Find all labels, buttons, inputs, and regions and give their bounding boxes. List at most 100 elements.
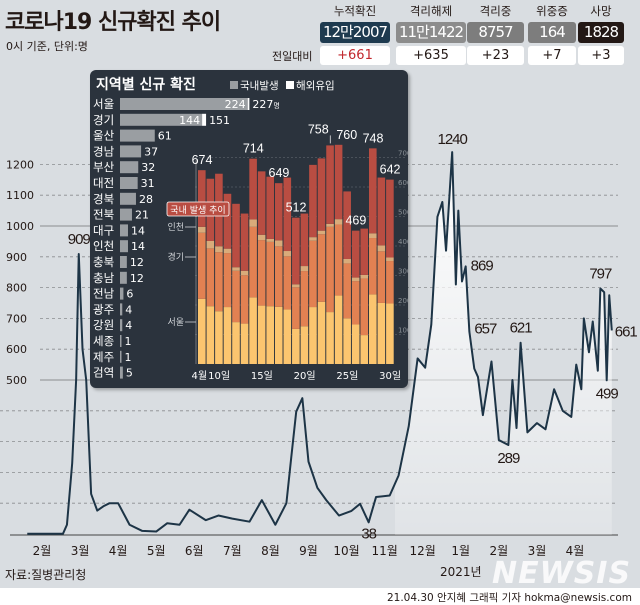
trend-badge	[166, 201, 230, 217]
x-tick-label: 3월	[528, 544, 547, 558]
region-bar-domestic	[120, 287, 124, 300]
region-name: 인천	[93, 239, 114, 253]
newsis-logo: NEWSIS	[492, 556, 632, 591]
region-value: 6	[126, 288, 133, 301]
annotation-label: 38	[361, 525, 376, 542]
bar-gyeonggi	[266, 241, 274, 307]
regional-inset-panel: 지역별 신규 확진 국내발생 해외유입 서울 224 227명 경기 144 151 울산 61 경남…	[90, 70, 408, 388]
region-value: 12	[130, 272, 144, 285]
inset-bar-label: 469	[345, 214, 366, 228]
bar-others	[198, 170, 206, 227]
bar-seoul	[317, 301, 326, 364]
region-bar-domestic	[120, 161, 139, 174]
region-name: 충남	[93, 271, 115, 285]
series-leader-label: 서울	[167, 317, 184, 328]
region-value: 14	[131, 224, 145, 237]
bar-others	[377, 177, 386, 246]
bar-gyeonggi	[232, 270, 240, 323]
stat-label: 위중증	[536, 4, 568, 18]
inset-x-tick: 15일	[251, 370, 273, 382]
bar-seoul	[266, 306, 274, 364]
bar-others	[386, 179, 394, 258]
y-tick-label: 500	[6, 374, 27, 387]
bar-others	[266, 176, 274, 239]
bar-gyeonggi	[274, 246, 283, 307]
subtitle: 0시 기준, 단위:명	[6, 40, 88, 53]
stat-label: 격리중	[479, 4, 512, 18]
region-name: 전남	[93, 287, 115, 301]
bar-seoul	[369, 294, 377, 364]
bar-others	[369, 148, 377, 234]
bar-gyeonggi	[309, 240, 317, 308]
bar-incheon	[249, 219, 257, 227]
bar-seoul	[377, 302, 386, 364]
unit-label: 명	[273, 101, 279, 110]
region-value: 21	[135, 209, 149, 222]
legend-swatch-domestic	[230, 81, 238, 89]
region-bar-domestic	[120, 145, 142, 158]
annotation-label: 909	[68, 231, 91, 248]
inset-bar-label: 714	[243, 142, 264, 156]
region-bar-domestic	[120, 98, 248, 110]
stat-diff: +23	[467, 46, 524, 65]
bar-seoul	[351, 324, 360, 364]
bar-seoul	[386, 303, 394, 364]
y-tick-label: 1200	[6, 158, 34, 171]
inset-y-tick: 400	[398, 238, 408, 246]
bar-others	[257, 171, 266, 235]
stat-value: 1828	[578, 22, 624, 43]
bar-others	[317, 158, 326, 231]
region-bar-domestic	[120, 350, 122, 363]
bar-others	[223, 193, 232, 249]
inset-y-tick: 300	[398, 268, 408, 276]
annotation-label: 869	[471, 257, 494, 274]
y-tick-label: 800	[6, 282, 27, 295]
bar-others	[351, 230, 360, 278]
bar-seoul	[309, 307, 317, 364]
bar-gyeonggi	[292, 287, 300, 329]
bar-seoul	[300, 326, 309, 364]
region-value: 4	[125, 319, 132, 332]
region-total-value: 151	[209, 114, 230, 127]
trend-badge-label: 국내 발생 추이	[170, 205, 225, 216]
bar-seoul	[360, 335, 369, 364]
region-bar-imported	[202, 113, 207, 126]
x-tick-label: 6월	[185, 544, 204, 558]
bar-incheon	[292, 284, 300, 288]
bar-others	[232, 203, 240, 268]
inset-x-prefix: 4월	[192, 370, 208, 382]
inset-x-tick: 20일	[294, 370, 316, 382]
bar-incheon	[360, 274, 369, 279]
region-value: 14	[131, 240, 145, 253]
stat-value: 164	[528, 22, 576, 43]
region-bar-domestic	[120, 129, 155, 142]
bar-gyeonggi	[249, 226, 257, 298]
stat-diff: +635	[396, 46, 466, 65]
bar-seoul	[249, 297, 257, 364]
bar-incheon	[283, 251, 292, 257]
x-tick-label: 2월	[33, 544, 52, 558]
bar-gyeonggi	[360, 278, 369, 336]
stat-diff: +661	[320, 46, 390, 65]
bar-incheon	[257, 234, 266, 241]
bar-gyeonggi	[343, 263, 351, 319]
legend-imported: 해외유입	[296, 79, 335, 92]
x-tick-label: 9월	[299, 544, 318, 558]
bar-incheon	[223, 248, 232, 254]
region-name: 대전	[93, 176, 114, 190]
inset-y-tick: 100	[398, 327, 408, 335]
bar-others	[300, 213, 309, 267]
y-tick-label: 900	[6, 251, 27, 264]
region-bar-domestic	[120, 208, 132, 221]
x-tick-label: 10월	[333, 544, 359, 558]
stat-value: 12만2007	[320, 22, 390, 43]
region-total-value: 227명	[252, 98, 279, 111]
bar-gyeonggi	[351, 281, 360, 325]
region-domestic-value: 144	[179, 114, 200, 127]
bar-incheon	[309, 237, 317, 241]
region-value: 61	[158, 130, 172, 143]
bar-seoul	[334, 295, 343, 364]
bar-incheon	[240, 270, 249, 276]
bar-others	[240, 213, 249, 271]
bar-seoul	[343, 318, 351, 364]
